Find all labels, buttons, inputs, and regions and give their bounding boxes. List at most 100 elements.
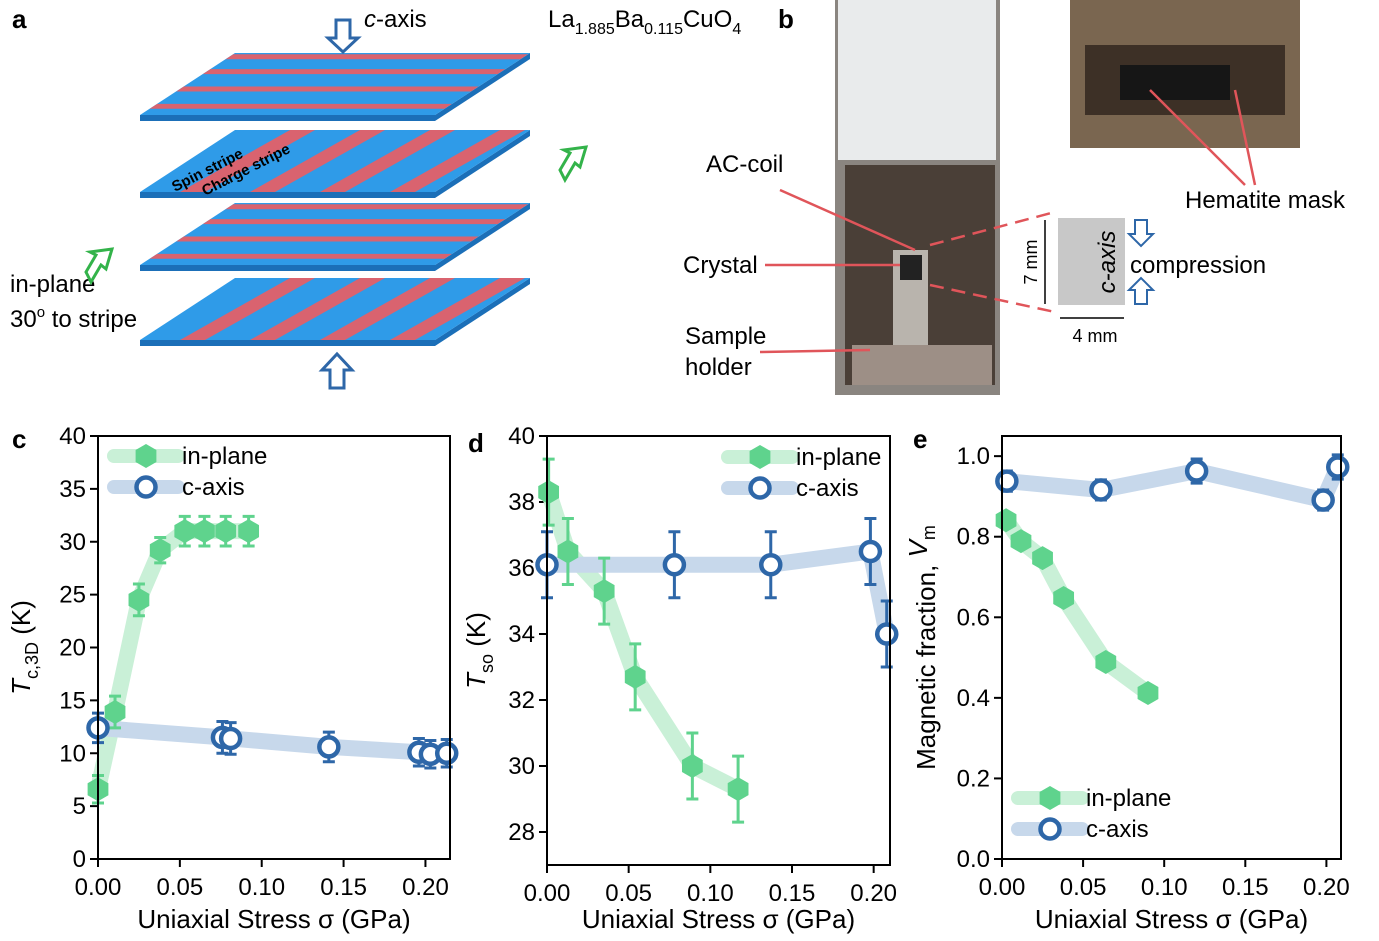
legend-label: c-axis: [1086, 816, 1149, 843]
pointer: [1233, 89, 1257, 186]
x-tick-label: 0.20: [402, 874, 449, 901]
arrow: [558, 145, 589, 184]
trend-band: [90, 523, 257, 798]
panel-label: c: [12, 424, 26, 454]
text: CuO: [683, 6, 732, 33]
x-tick-label: 0.10: [238, 874, 285, 901]
marker: [1184, 459, 1209, 483]
stripe: [149, 103, 453, 109]
y-tick-label: 28: [508, 819, 535, 846]
photo-crystal: [900, 255, 922, 280]
legend-label: in-plane: [796, 444, 881, 471]
legend-label: c-axis: [796, 475, 859, 502]
text: 1.885: [575, 21, 615, 38]
arrow: [84, 247, 115, 286]
y-tick-label: 0.0: [957, 846, 990, 873]
x-tick-label: 0.05: [1060, 874, 1107, 901]
y-tick-label: 10: [59, 740, 86, 767]
marker: [995, 469, 1019, 493]
x-tick-label: 0.15: [320, 874, 367, 901]
arrow: [324, 18, 362, 55]
marker: [1311, 488, 1335, 512]
x-tick-label: 0.20: [1303, 874, 1350, 901]
sample-box: [1058, 218, 1125, 305]
slab-top: [140, 203, 530, 265]
marker: [759, 552, 783, 577]
y-tick-label: 20: [59, 635, 86, 662]
panel-label: a: [12, 4, 27, 34]
trend-band: [90, 719, 455, 763]
chart: c 0.00 0.05 0.10 0.15 0.20 0 5 10 15 20 25 30 35 40 Uni…: [6, 423, 459, 934]
x-tick-label: 0.15: [1222, 874, 1269, 901]
legend-marker: [1038, 817, 1062, 841]
marker: [1089, 478, 1113, 502]
axes-frame: [1001, 435, 1342, 860]
y-tick-label: 15: [59, 687, 86, 714]
marker: [593, 579, 615, 604]
panel-label: e: [913, 424, 927, 454]
marker: [1095, 650, 1117, 675]
legend-marker: [1039, 786, 1061, 810]
marker: [1053, 585, 1075, 610]
label: Hematite mask: [1185, 187, 1346, 214]
y-tick-label: 0.6: [957, 604, 990, 631]
stripe: [250, 278, 385, 340]
marker: [128, 587, 150, 612]
pointer: [779, 188, 916, 252]
trend-band: [998, 459, 1346, 509]
y-tick-label: 30: [508, 753, 535, 780]
text: m: [919, 525, 939, 540]
stripe: [390, 278, 525, 340]
marker: [624, 664, 646, 689]
legend-marker: [748, 476, 772, 500]
plot-area: [86, 514, 459, 805]
text: 30: [10, 306, 37, 333]
text: (K): [461, 612, 491, 654]
x-tick-label: 0.00: [524, 880, 571, 907]
text: so: [477, 654, 497, 673]
x-tick-label: 0.10: [687, 880, 734, 907]
charts: c 0.00 0.05 0.10 0.15 0.20 0 5 10 15 20 25 30 35 40 Uni…: [6, 423, 1350, 934]
label: c-axis: [1094, 231, 1121, 294]
stripe: [202, 69, 506, 75]
arrow: [1126, 219, 1156, 305]
pointer: [1149, 89, 1246, 186]
trend-band: [540, 484, 747, 798]
y-axis-title: Tso (K): [461, 612, 497, 689]
axes-frame: [546, 435, 891, 866]
inplane-label: 30o to stripe: [10, 304, 137, 333]
text: T: [6, 677, 36, 695]
photo-foil: [838, 0, 996, 160]
marker: [538, 480, 560, 505]
stripe: [202, 219, 506, 225]
y-tick-label: 25: [59, 582, 86, 609]
text: La: [548, 6, 575, 33]
label: 4 mm: [1073, 326, 1118, 346]
x-axis-title: Uniaxial Stress σ (GPa): [1035, 904, 1308, 934]
stripe: [180, 278, 315, 340]
chart: d 0.00 0.05 0.10 0.15 0.20 28 30 32 34 36 38 40 Uniax…: [461, 423, 899, 934]
y-tick-label: 40: [59, 423, 86, 450]
y-tick-label: 0.8: [957, 524, 990, 551]
plot-area: [535, 457, 899, 824]
x-tick-label: 0.10: [1141, 874, 1188, 901]
stripe-layers: [140, 53, 530, 346]
stripe: [180, 130, 315, 192]
marker: [434, 741, 459, 765]
x-tick-label: 0.00: [979, 874, 1026, 901]
text: c,3D: [22, 642, 42, 679]
marker: [1032, 546, 1053, 571]
y-tick-label: 0.2: [957, 765, 990, 792]
pointer: [759, 348, 871, 354]
label: compression: [1130, 252, 1266, 279]
stripe: [176, 236, 479, 242]
text: T: [461, 671, 491, 689]
stripe: [320, 130, 455, 192]
marker: [1326, 455, 1350, 479]
x-axis-title: Uniaxial Stress σ (GPa): [137, 904, 410, 934]
label: Sample: [685, 323, 766, 350]
stripe: [250, 130, 385, 192]
text: Ba: [615, 6, 645, 33]
y-axis-title: Magnetic fraction, Vm: [903, 525, 941, 770]
